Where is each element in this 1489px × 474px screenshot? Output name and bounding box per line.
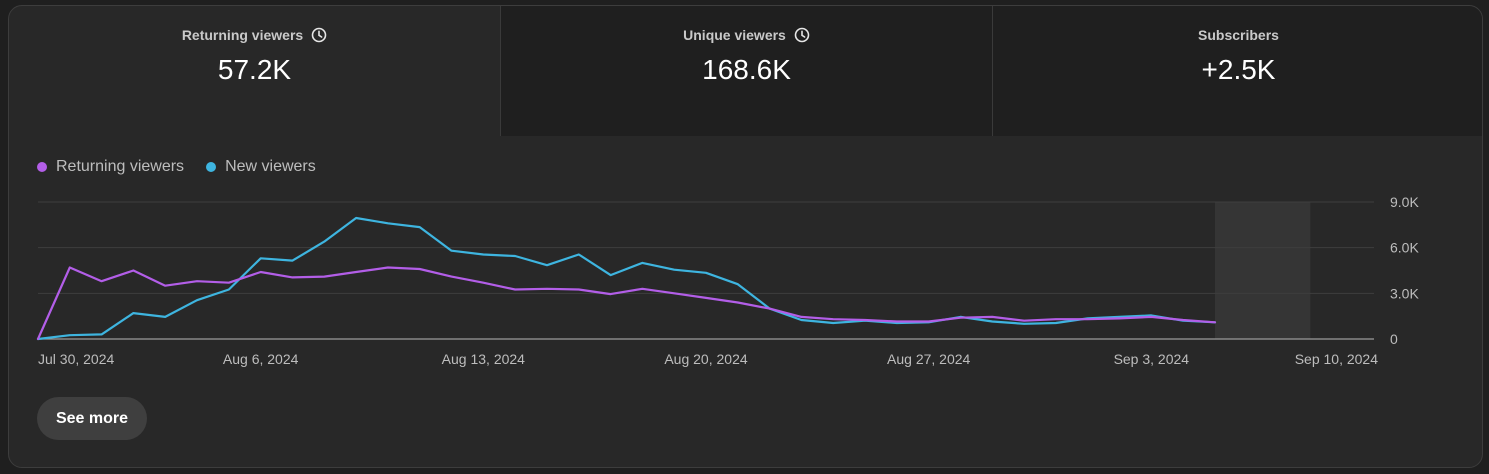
series-line-new-viewers — [36, 216, 1217, 341]
metric-tabs: Returning viewers 57.2K Unique viewers 1… — [9, 6, 1482, 136]
y-tick-label: 3.0K — [1390, 285, 1419, 301]
y-tick-label: 9.0K — [1390, 194, 1419, 210]
tab-label: Subscribers — [1198, 27, 1279, 43]
y-tick-label: 6.0K — [1390, 240, 1419, 256]
x-tick-label: Aug 6, 2024 — [223, 351, 299, 367]
clock-icon — [311, 27, 327, 43]
legend-item-new-viewers: New viewers — [206, 158, 316, 176]
chart-legend: Returning viewers New viewers — [37, 158, 316, 176]
x-tick-label: Aug 13, 2024 — [442, 351, 526, 367]
x-tick-label: Sep 3, 2024 — [1114, 351, 1190, 367]
see-more-button[interactable]: See more — [37, 397, 147, 440]
legend-dot-returning — [37, 162, 47, 172]
legend-label: New viewers — [225, 158, 316, 175]
tab-label: Returning viewers — [181, 27, 304, 43]
tab-value: +2.5K — [1201, 54, 1276, 85]
x-tick-label: Jul 30, 2024 — [38, 351, 114, 367]
tab-subscribers[interactable]: Subscribers +2.5K — [992, 6, 1482, 136]
x-tick-label: Sep 10, 2024 — [1295, 351, 1379, 367]
x-tick-label: Aug 20, 2024 — [664, 351, 748, 367]
tab-value: 168.6K — [702, 54, 791, 85]
tab-returning-viewers[interactable]: Returning viewers 57.2K — [9, 6, 500, 136]
clock-icon — [794, 27, 810, 43]
y-tick-label: 0 — [1390, 331, 1398, 347]
series-line-returning-viewers — [36, 266, 1217, 341]
analytics-card: Returning viewers 57.2K Unique viewers 1… — [8, 5, 1483, 468]
tab-value: 57.2K — [217, 54, 292, 85]
legend-label: Returning viewers — [56, 158, 185, 175]
tab-unique-viewers[interactable]: Unique viewers 168.6K — [500, 6, 992, 136]
line-chart: 9.0K 6.0K 3.0K 0 Jul 30, 2024 Aug 6, 2024 Aug … — [36, 194, 1419, 367]
tab-label: Unique viewers — [683, 27, 786, 43]
legend-dot-new — [206, 162, 217, 172]
x-tick-label: Aug 27, 2024 — [887, 351, 971, 367]
legend-item-returning-viewers: Returning viewers — [37, 158, 184, 176]
incomplete-data-region — [1214, 202, 1311, 339]
